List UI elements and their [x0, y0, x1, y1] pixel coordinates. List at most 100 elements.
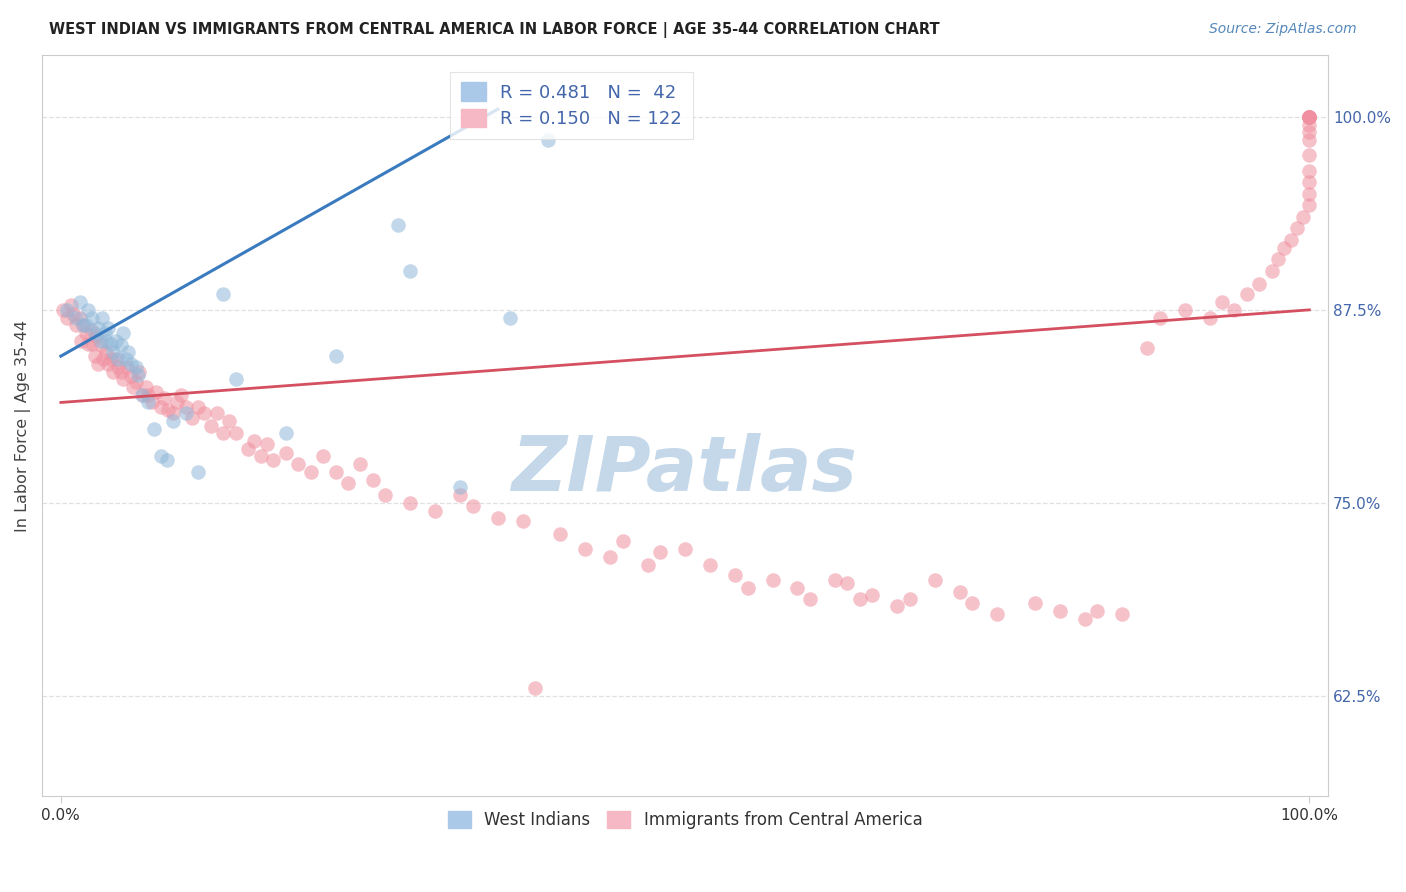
- Point: [107, 359, 129, 374]
- Point: [1249, 277, 1271, 291]
- Point: [274, 446, 297, 460]
- Point: [149, 450, 172, 464]
- Point: [80, 336, 103, 351]
- Point: [218, 414, 240, 428]
- Point: [115, 359, 138, 374]
- Point: [65, 310, 87, 325]
- Point: [287, 457, 309, 471]
- Point: [187, 465, 209, 479]
- Point: [1173, 302, 1195, 317]
- Point: [1298, 198, 1320, 212]
- Point: [149, 400, 172, 414]
- Point: [650, 545, 672, 559]
- Point: [80, 323, 103, 337]
- Point: [114, 352, 136, 367]
- Point: [425, 503, 447, 517]
- Point: [170, 388, 193, 402]
- Legend: West Indians, Immigrants from Central America: West Indians, Immigrants from Central Am…: [441, 805, 929, 836]
- Point: [824, 573, 846, 587]
- Point: [97, 357, 120, 371]
- Point: [200, 418, 222, 433]
- Point: [94, 334, 117, 348]
- Point: [135, 380, 157, 394]
- Point: [77, 302, 100, 317]
- Point: [93, 326, 115, 340]
- Point: [104, 352, 127, 367]
- Point: [1298, 110, 1320, 124]
- Point: [112, 372, 135, 386]
- Point: [131, 388, 153, 402]
- Point: [761, 573, 783, 587]
- Point: [56, 310, 79, 325]
- Point: [486, 511, 509, 525]
- Point: [110, 365, 132, 379]
- Point: [120, 369, 142, 384]
- Point: [72, 318, 94, 333]
- Point: [537, 133, 560, 147]
- Point: [1298, 133, 1320, 147]
- Point: [90, 338, 112, 352]
- Point: [724, 568, 747, 582]
- Point: [612, 534, 634, 549]
- Point: [849, 591, 872, 606]
- Point: [136, 395, 159, 409]
- Point: [325, 349, 347, 363]
- Point: [1024, 596, 1046, 610]
- Point: [83, 349, 105, 363]
- Point: [236, 442, 259, 456]
- Point: [786, 581, 808, 595]
- Point: [274, 426, 297, 441]
- Point: [1298, 110, 1320, 124]
- Point: [349, 457, 371, 471]
- Point: [243, 434, 266, 448]
- Point: [100, 352, 122, 367]
- Point: [72, 318, 94, 333]
- Point: [166, 395, 188, 409]
- Point: [181, 410, 204, 425]
- Point: [120, 357, 142, 371]
- Point: [1236, 287, 1258, 301]
- Point: [117, 344, 139, 359]
- Text: WEST INDIAN VS IMMIGRANTS FROM CENTRAL AMERICA IN LABOR FORCE | AGE 35-44 CORREL: WEST INDIAN VS IMMIGRANTS FROM CENTRAL A…: [49, 22, 939, 38]
- Point: [136, 388, 159, 402]
- Point: [1285, 221, 1308, 235]
- Point: [174, 406, 197, 420]
- Point: [1298, 110, 1320, 124]
- Point: [91, 310, 114, 325]
- Y-axis label: In Labor Force | Age 35-44: In Labor Force | Age 35-44: [15, 319, 31, 532]
- Point: [65, 318, 87, 333]
- Point: [548, 526, 571, 541]
- Point: [1223, 302, 1246, 317]
- Point: [128, 365, 150, 379]
- Point: [56, 302, 79, 317]
- Point: [449, 480, 471, 494]
- Point: [87, 321, 110, 335]
- Point: [1111, 607, 1133, 621]
- Point: [127, 368, 149, 382]
- Point: [143, 422, 166, 436]
- Point: [145, 384, 167, 399]
- Point: [1261, 264, 1284, 278]
- Point: [1298, 118, 1320, 132]
- Point: [374, 488, 396, 502]
- Point: [1279, 233, 1302, 247]
- Point: [205, 406, 228, 420]
- Point: [91, 352, 114, 367]
- Point: [399, 496, 422, 510]
- Point: [122, 380, 145, 394]
- Point: [212, 426, 235, 441]
- Point: [112, 326, 135, 340]
- Point: [90, 334, 112, 348]
- Point: [249, 450, 271, 464]
- Point: [87, 357, 110, 371]
- Point: [193, 406, 215, 420]
- Point: [59, 298, 82, 312]
- Point: [156, 452, 179, 467]
- Point: [75, 318, 97, 333]
- Point: [524, 681, 547, 695]
- Point: [737, 581, 759, 595]
- Point: [1298, 110, 1320, 124]
- Point: [1292, 211, 1315, 225]
- Point: [83, 326, 105, 340]
- Point: [860, 589, 883, 603]
